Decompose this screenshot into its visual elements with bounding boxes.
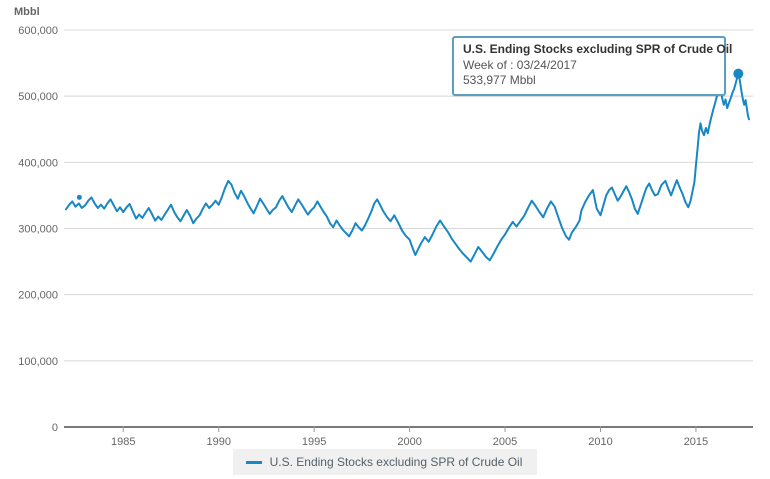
legend-line-swatch-icon xyxy=(245,460,262,464)
legend-item-crude-stocks[interactable]: U.S. Ending Stocks excluding SPR of Crud… xyxy=(232,449,538,475)
y-tick-label-500000: 500,000 xyxy=(18,91,58,103)
x-tick-label-1985: 1985 xyxy=(111,436,135,448)
x-tick-label-2000: 2000 xyxy=(397,436,421,448)
series-line-crude-stocks[interactable] xyxy=(65,72,750,263)
chart-tooltip: U.S. Ending Stocks excluding SPR of Crud… xyxy=(452,36,733,96)
y-tick-label-200000: 200,000 xyxy=(18,290,58,302)
y-tick-label-400000: 400,000 xyxy=(18,157,58,169)
tooltip-series-title: U.S. Ending Stocks excluding SPR of Crud… xyxy=(463,42,733,56)
y-tick-label-0: 0 xyxy=(52,422,58,434)
y-tick-label-300000: 300,000 xyxy=(18,224,58,236)
y-tick-label-100000: 100,000 xyxy=(18,356,58,368)
chart-legend: U.S. Ending Stocks excluding SPR of Crud… xyxy=(0,449,770,475)
x-tick-label-2010: 2010 xyxy=(588,436,612,448)
x-tick-label-1990: 1990 xyxy=(206,436,230,448)
isolated-data-point xyxy=(76,194,82,200)
highlighted-data-point[interactable] xyxy=(733,68,744,79)
y-axis-unit-label: Mbbl xyxy=(14,6,40,18)
tooltip-week-of: Week of : 03/24/2017 xyxy=(463,57,577,72)
x-tick-label-2015: 2015 xyxy=(684,436,708,448)
x-tick-label-2005: 2005 xyxy=(493,436,517,448)
x-tick-label-1995: 1995 xyxy=(302,436,326,448)
legend-item-label: U.S. Ending Stocks excluding SPR of Crud… xyxy=(269,455,523,469)
y-tick-label-600000: 600,000 xyxy=(18,25,58,37)
tooltip-value: 533,977 Mbbl xyxy=(463,73,536,88)
